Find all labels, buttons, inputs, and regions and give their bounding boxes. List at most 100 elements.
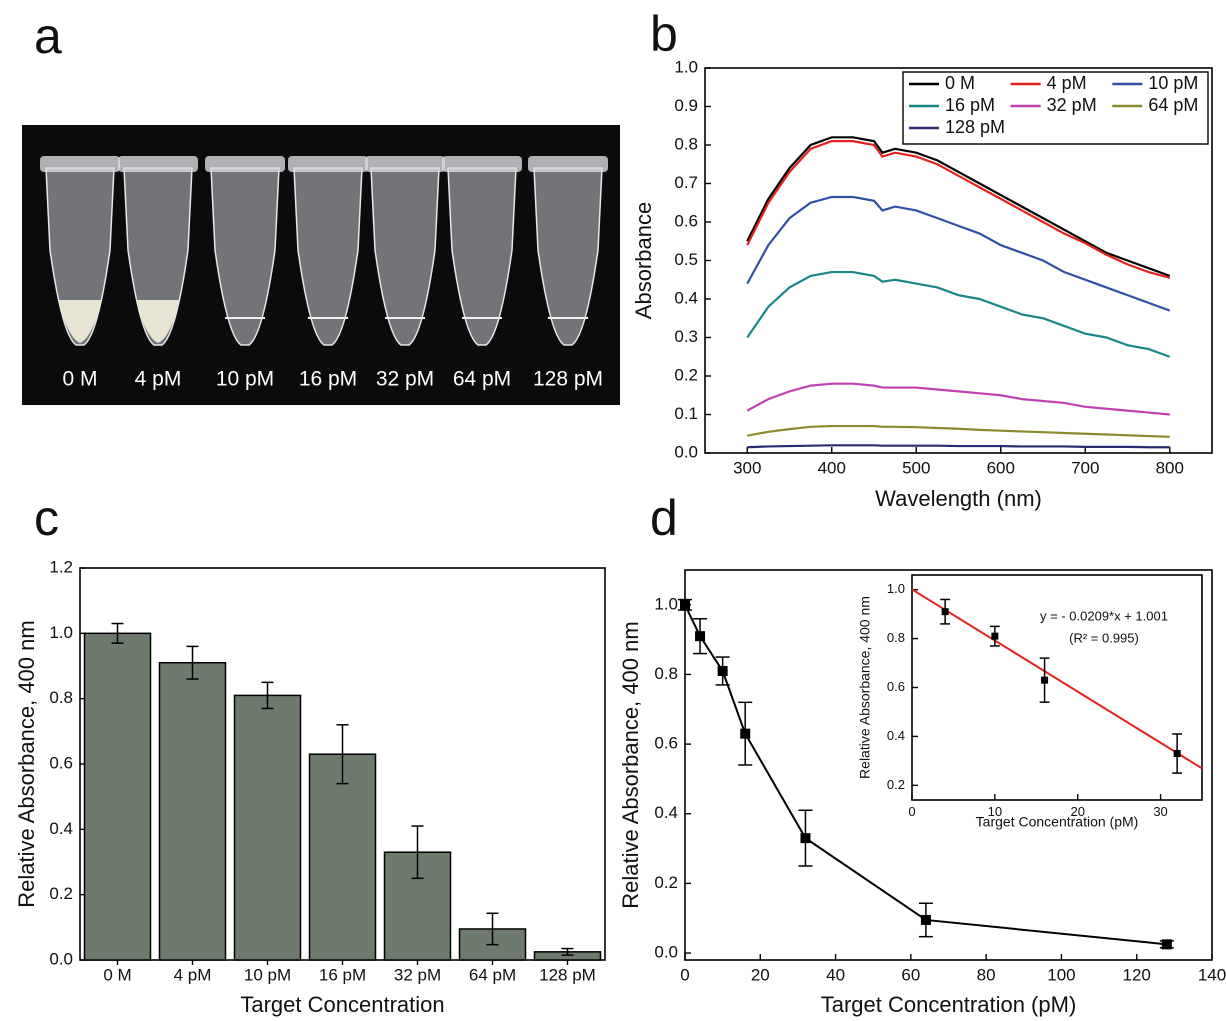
y-tick-label: 0.0: [654, 943, 678, 962]
tube-cap: [288, 156, 368, 172]
y-tick-label: 0.6: [887, 679, 905, 694]
series-line: [746, 136, 1171, 277]
bar: [308, 753, 377, 961]
marker: [1041, 676, 1049, 684]
series-line: [747, 424, 1170, 438]
x-tick-label: 800: [1156, 459, 1184, 478]
tube: [370, 167, 440, 346]
tube-label: 16 pM: [299, 368, 357, 391]
legend-label: 128 pM: [945, 117, 1005, 137]
x-tick-label: 40: [826, 966, 845, 985]
x-tick-label: 0: [680, 966, 689, 985]
y-tick-label: 1.2: [49, 557, 73, 576]
fit-line: [911, 588, 1203, 770]
legend-label: 10 pM: [1148, 73, 1198, 93]
x-tick-label: 80: [977, 966, 996, 985]
x-tick-label: 64 pM: [469, 966, 516, 985]
chart: 0.0 0.1 0.2 0.3 0.4 0.5 0.6 0.7 0.8 0.9 1.0 300 400 5…: [631, 57, 1213, 511]
marker: [695, 631, 706, 642]
y-tick-label: 0.4: [887, 728, 905, 743]
y-tick-label: 0.0: [49, 949, 73, 968]
marker: [920, 914, 931, 925]
y-tick-label: 0.0: [674, 442, 698, 461]
annotation: (R² = 0.995): [1069, 630, 1139, 645]
panel-label: d: [650, 490, 678, 546]
y-tick-label: 0.4: [674, 288, 698, 307]
marker: [680, 599, 690, 610]
marker: [991, 632, 999, 640]
x-tick-label: 700: [1071, 459, 1099, 478]
legend-label: 4 pM: [1047, 73, 1087, 93]
y-tick-label: 0.6: [49, 753, 73, 772]
y-axis-label: Relative Absorbance, 400 nm: [14, 620, 39, 907]
y-tick-label: 1.0: [674, 57, 698, 76]
marker: [717, 665, 728, 676]
marker: [1161, 939, 1172, 950]
y-tick-label: 1.0: [887, 581, 905, 596]
x-axis-label: Target Concentration (pM): [976, 814, 1139, 830]
x-tick-label: 20: [1070, 804, 1084, 819]
y-tick-label: 0.6: [654, 734, 678, 753]
tube-cap: [118, 156, 198, 172]
series-line: [746, 382, 1170, 416]
y-tick-label: 0.5: [674, 250, 698, 269]
x-tick-label: 120: [1123, 966, 1151, 985]
y-tick-label: 0.8: [887, 630, 905, 645]
series-line: [746, 140, 1171, 279]
series-line: [746, 270, 1171, 358]
series-line: [747, 444, 1170, 449]
tube-label: 64 pM: [453, 368, 511, 391]
y-tick-label: 0.2: [49, 884, 73, 903]
tube: [293, 167, 363, 346]
x-axis-label: Target Concentration: [240, 992, 444, 1017]
marker: [800, 833, 811, 844]
chart: 0.00.20.40.60.81.00 20 40 60 80 100 120 140Targ…: [618, 569, 1226, 1017]
y-tick-label: 0.2: [674, 365, 698, 384]
tube: [210, 167, 280, 346]
chart: 0.2 0.4 0.6 0.8 1.0 0 10 20 30 Target Concentrati…: [857, 574, 1203, 830]
x-tick-label: 30: [1153, 804, 1167, 819]
x-tick-label: 600: [987, 459, 1015, 478]
tubes: 0 M 4 pM 10 pM 16 pM 32 pM 64 pM 128 pM: [40, 156, 608, 391]
bar: [83, 632, 152, 961]
tube-cap: [528, 156, 608, 172]
x-tick-label: 60: [901, 966, 920, 985]
x-tick-label: 300: [733, 459, 761, 478]
legend-label: 0 M: [945, 73, 975, 93]
legend-label: 32 pM: [1047, 95, 1097, 115]
panel-label: a: [34, 8, 62, 64]
tube-cap: [40, 156, 120, 172]
x-tick-label: 10: [988, 804, 1002, 819]
series-line: [684, 604, 1167, 946]
tube-label: 128 pM: [533, 368, 603, 391]
y-tick-label: 0.4: [49, 819, 73, 838]
x-tick-label: 20: [751, 966, 770, 985]
chart: 0.0 0.2 0.4 0.6 0.8 1.0 1.2 Target Concentratio…: [14, 557, 606, 1017]
photo: 0 M 4 pM 10 pM 16 pM 32 pM 64 pM 128 pM: [22, 125, 620, 405]
y-axis-label: Relative Absorbance, 400 nm: [857, 596, 873, 779]
y-tick-label: 0.3: [674, 327, 698, 346]
panel-label: b: [650, 6, 678, 62]
y-tick-label: 0.8: [49, 688, 73, 707]
tube-label: 32 pM: [376, 368, 434, 391]
y-tick-label: 1.0: [654, 594, 678, 613]
bar: [158, 661, 227, 961]
y-tick-label: 0.8: [654, 664, 678, 683]
y-tick-label: 0.2: [654, 873, 678, 892]
tube: [447, 167, 517, 346]
annotation: y = - 0.0209*x + 1.001: [1040, 608, 1168, 623]
legend-label: 16 pM: [945, 95, 995, 115]
bar: [233, 694, 302, 961]
tube: [533, 167, 603, 346]
y-tick-label: 0.1: [674, 404, 698, 423]
x-tick-label: 0 M: [103, 966, 131, 985]
series-line: [746, 195, 1171, 312]
y-tick-label: 0.2: [887, 777, 905, 792]
tube-label: 10 pM: [216, 368, 274, 391]
y-tick-label: 0.6: [674, 211, 698, 230]
tube-cap: [365, 156, 445, 172]
x-tick-label: 128 pM: [539, 966, 596, 985]
x-axis-label: Target Concentration (pM): [821, 992, 1077, 1017]
x-tick-label: 32 pM: [394, 966, 441, 985]
